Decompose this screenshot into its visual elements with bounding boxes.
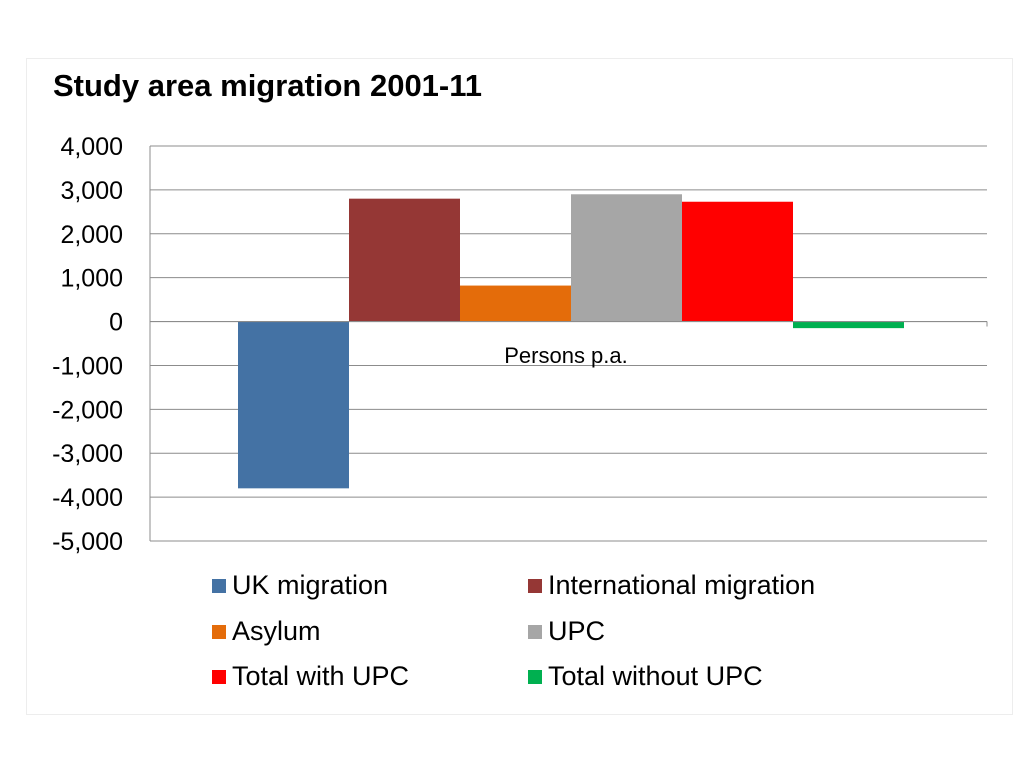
legend-label: Total with UPC <box>232 661 410 691</box>
legend-item: International migration <box>528 570 815 601</box>
y-tick-label: -1,000 <box>52 352 123 380</box>
y-tick-label: -5,000 <box>52 528 123 556</box>
x-category-label: Persons p.a. <box>504 343 628 368</box>
legend-item: Total without UPC <box>528 661 763 692</box>
y-tick-label: 1,000 <box>60 265 123 293</box>
legend-label: International migration <box>548 570 816 600</box>
bar-total-with-upc <box>682 201 793 322</box>
legend-swatch <box>212 624 226 639</box>
legend-label: Total without UPC <box>548 661 763 691</box>
legend-swatch <box>528 624 542 639</box>
y-tick-label: 3,000 <box>60 177 123 205</box>
legend-label: UPC <box>548 616 606 646</box>
legend-label: Asylum <box>232 616 321 646</box>
bar-total-without-upc <box>793 321 904 329</box>
bar-uk-migration <box>238 321 349 489</box>
y-tick-label: -2,000 <box>52 396 123 424</box>
y-tick-label: -4,000 <box>52 484 123 512</box>
bar-asylum <box>460 285 571 322</box>
legend-item: UK migration <box>212 570 388 601</box>
legend-label: UK migration <box>232 570 389 600</box>
chart-panel <box>26 58 1013 715</box>
y-tick-label: 4,000 <box>60 133 123 161</box>
legend-item: Asylum <box>212 616 321 647</box>
bar-upc <box>571 194 682 322</box>
bar-international-migration <box>349 198 460 322</box>
legend-swatch <box>212 578 226 593</box>
chart-title: Study area migration 2001-11 <box>53 68 483 103</box>
y-tick-label: 2,000 <box>60 221 123 249</box>
y-tick-label: 0 <box>109 309 123 337</box>
legend-swatch <box>528 578 542 593</box>
legend-swatch <box>212 669 226 684</box>
legend-swatch <box>528 669 542 684</box>
y-tick-label: -3,000 <box>52 440 123 468</box>
legend-item: Total with UPC <box>212 661 409 692</box>
legend-item: UPC <box>528 616 605 647</box>
